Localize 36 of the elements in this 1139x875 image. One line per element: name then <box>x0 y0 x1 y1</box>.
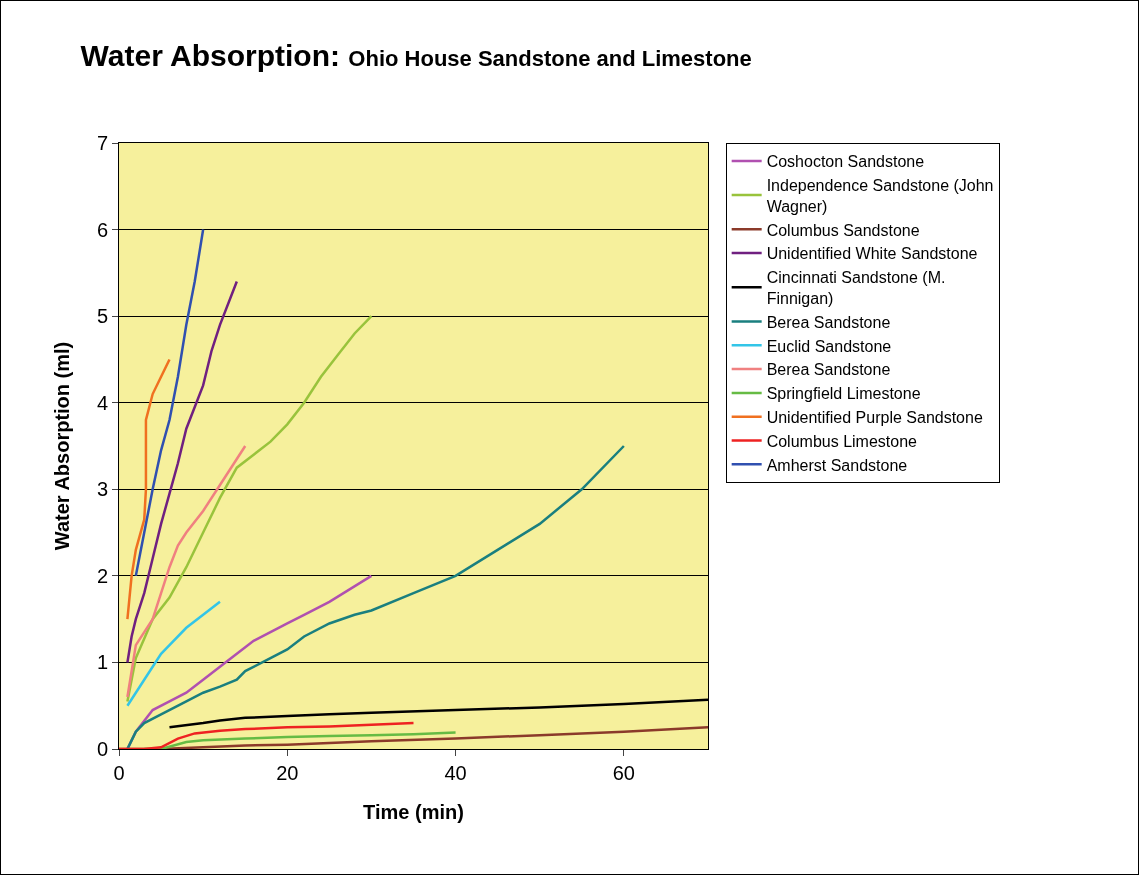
line-series <box>126 600 222 707</box>
y-tick-label: 4 <box>96 391 108 414</box>
x-tick-label: 0 <box>113 762 125 784</box>
line-series <box>126 314 373 703</box>
legend-label: Berea Sandstone <box>766 313 891 331</box>
x-tick-label: 40 <box>444 762 467 784</box>
legend-label: Euclid Sandstone <box>766 337 892 355</box>
line-series <box>126 358 171 621</box>
legend-label: Berea Sandstone <box>766 361 891 379</box>
line-series <box>126 444 247 699</box>
line-series <box>126 444 626 749</box>
y-axis-title: Water Absorption (ml) <box>51 341 73 551</box>
y-tick-label: 7 <box>96 132 108 154</box>
y-tick-label: 1 <box>96 651 108 674</box>
line-series <box>119 721 415 749</box>
chart-title: Water Absorption: <box>80 38 341 72</box>
y-tick-label: 2 <box>96 564 108 587</box>
y-tick-label: 6 <box>96 218 108 241</box>
x-axis-title: Time (min) <box>363 801 464 823</box>
y-tick-label: 5 <box>96 305 108 328</box>
y-tick-label: 0 <box>96 738 108 760</box>
x-tick-label: 20 <box>276 762 299 784</box>
legend-label: Independence Sandstone (John Wagner) <box>766 176 994 215</box>
legend-label: Columbus Sandstone <box>766 221 920 239</box>
legend-label: Unidentified Purple Sandstone <box>766 408 983 426</box>
legend-label: Coshocton Sandstone <box>766 153 925 171</box>
legend-label: Columbus Limestone <box>766 432 918 450</box>
legend-label: Unidentified White Sandstone <box>766 245 978 263</box>
legend-label: Cincinnati Sandstone (M. Finnigan) <box>766 269 946 307</box>
x-tick-label: 60 <box>612 762 635 784</box>
legend-label: Springfield Limestone <box>766 385 921 403</box>
line-series <box>134 228 205 578</box>
chart-subtitle: Ohio House Sandstone and Limestone <box>348 45 752 71</box>
legend-label: Amherst Sandstone <box>766 456 908 474</box>
y-tick-label: 3 <box>96 478 108 501</box>
line-series <box>126 280 239 664</box>
